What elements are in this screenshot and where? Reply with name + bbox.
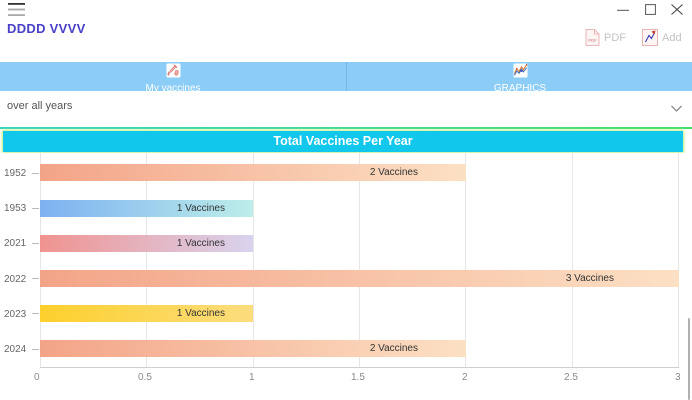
svg-text:PDF: PDF xyxy=(588,38,597,43)
